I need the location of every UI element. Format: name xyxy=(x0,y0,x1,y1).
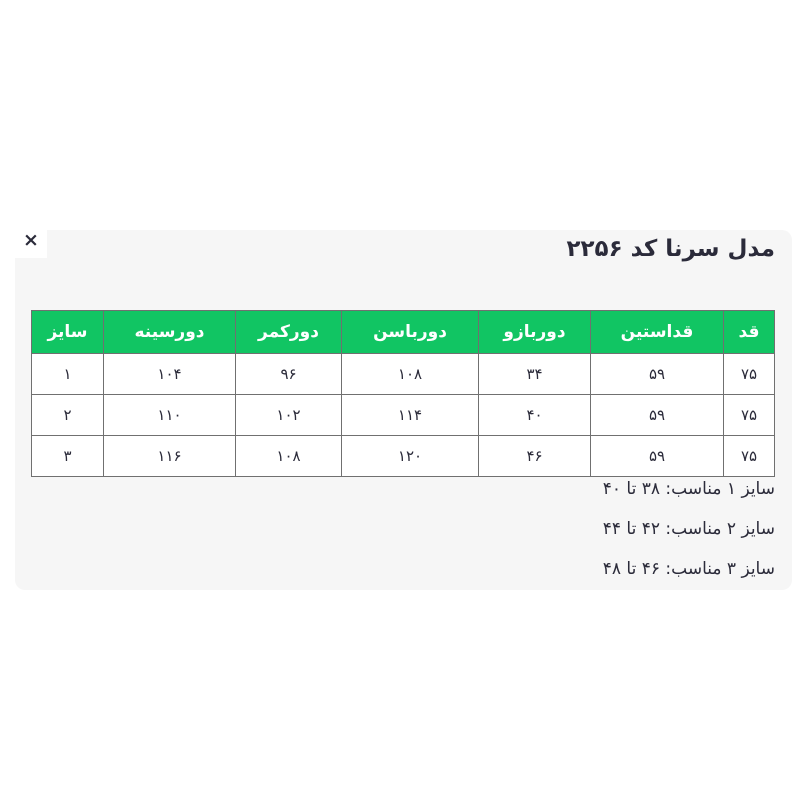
table-row: ۷۵ ۵۹ ۴۶ ۱۲۰ ۱۰۸ ۱۱۶ ۳ xyxy=(31,435,775,477)
column-header-ghad-astin: قداستین xyxy=(590,310,724,354)
column-header-ghad: قد xyxy=(723,310,775,354)
table-cell: ۱۱۰ xyxy=(103,394,236,436)
table-cell: ۷۵ xyxy=(723,435,775,477)
close-button[interactable]: × xyxy=(15,222,47,258)
size-guide-panel: × مدل سرنا کد ۲۲۵۶ قد قداستین دوربازو دو… xyxy=(15,222,792,590)
size-2-fit-note: سایز ۲ مناسب: ۴۲ تا ۴۴ xyxy=(602,519,775,539)
table-cell: ۵۹ xyxy=(590,353,724,395)
table-cell: ۵۹ xyxy=(590,394,724,436)
size-chart-table: قد قداستین دوربازو دورباسن دورکمر دورسین… xyxy=(31,310,775,477)
table-cell: ۱۰۴ xyxy=(103,353,236,395)
table-cell: ۱ xyxy=(31,353,104,395)
table-cell: ۷۵ xyxy=(723,353,775,395)
table-cell: ۱۰۸ xyxy=(235,435,342,477)
table-cell: ۱۱۶ xyxy=(103,435,236,477)
table-row: ۷۵ ۵۹ ۳۴ ۱۰۸ ۹۶ ۱۰۴ ۱ xyxy=(31,353,775,395)
table-row: ۷۵ ۵۹ ۴۰ ۱۱۴ ۱۰۲ ۱۱۰ ۲ xyxy=(31,394,775,436)
table-header-row: قد قداستین دوربازو دورباسن دورکمر دورسین… xyxy=(31,310,775,354)
table-cell: ۷۵ xyxy=(723,394,775,436)
size-guide-title: مدل سرنا کد ۲۲۵۶ xyxy=(566,236,775,262)
size-fit-notes: سایز ۱ مناسب: ۳۸ تا ۴۰ سایز ۲ مناسب: ۴۲ … xyxy=(603,480,775,600)
table-cell: ۱۲۰ xyxy=(341,435,479,477)
size-1-fit-note: سایز ۱ مناسب: ۳۸ تا ۴۰ xyxy=(602,479,775,499)
column-header-dor-kamar: دورکمر xyxy=(235,310,342,354)
table-cell: ۳ xyxy=(31,435,104,477)
table-cell: ۲ xyxy=(31,394,104,436)
table-cell: ۹۶ xyxy=(235,353,342,395)
table-cell: ۵۹ xyxy=(590,435,724,477)
column-header-dor-sineh: دورسینه xyxy=(103,310,236,354)
column-header-dor-basan: دورباسن xyxy=(341,310,479,354)
column-header-size: سایز xyxy=(31,310,104,354)
table-cell: ۴۰ xyxy=(478,394,591,436)
column-header-dor-bazoo: دوربازو xyxy=(478,310,591,354)
table-cell: ۱۱۴ xyxy=(341,394,479,436)
table-cell: ۱۰۲ xyxy=(235,394,342,436)
table-cell: ۴۶ xyxy=(478,435,591,477)
table-cell: ۳۴ xyxy=(478,353,591,395)
size-3-fit-note: سایز ۳ مناسب: ۴۶ تا ۴۸ xyxy=(602,559,775,579)
close-icon: × xyxy=(23,229,39,251)
table-cell: ۱۰۸ xyxy=(341,353,479,395)
